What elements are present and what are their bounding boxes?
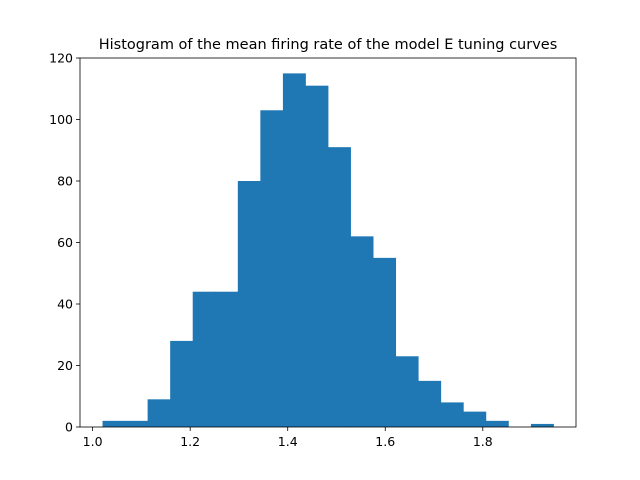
x-tick-label: 1.6: [375, 434, 395, 449]
y-tick-label: 20: [57, 358, 73, 373]
y-tick-label: 40: [57, 297, 73, 312]
histogram-bar: [170, 340, 194, 427]
x-tick-label: 1.4: [278, 434, 298, 449]
y-axis: 0 20 40 60 80 100 120: [49, 51, 80, 435]
histogram-bar: [463, 411, 487, 427]
plot-frame: [79, 57, 577, 428]
chart-title: Histogram of the mean firing rate of the…: [99, 37, 558, 53]
histogram-bar: [305, 85, 329, 428]
histogram-bar: [485, 420, 509, 427]
histogram-bar: [440, 402, 464, 427]
histogram-bar: [237, 181, 261, 427]
histogram-bar: [418, 380, 442, 427]
y-tick-label: 120: [49, 51, 73, 66]
histogram-bar: [147, 399, 171, 427]
histogram-bar: [102, 420, 126, 427]
x-tick-label: 1.8: [473, 434, 493, 449]
histogram-bar: [282, 73, 306, 427]
histogram-bar: [395, 356, 419, 427]
x-tick-label: 1.2: [180, 434, 200, 449]
x-axis: 1.0 1.2 1.4 1.6 1.8: [83, 427, 493, 449]
histogram-bar: [125, 420, 149, 427]
histogram-bar: [530, 423, 554, 427]
histogram-bar: [260, 110, 284, 428]
y-tick-label: 60: [57, 235, 73, 250]
y-tick-label: 0: [65, 420, 73, 435]
histogram-bar: [373, 257, 397, 427]
y-tick-label: 80: [57, 174, 73, 189]
histogram-bar: [192, 291, 216, 427]
bars-group: [102, 73, 554, 428]
y-tick-label: 100: [49, 112, 73, 127]
histogram-bar: [328, 147, 351, 428]
x-tick-label: 1.0: [83, 434, 103, 449]
histogram-bar: [215, 291, 239, 427]
histogram-bar: [350, 236, 374, 427]
